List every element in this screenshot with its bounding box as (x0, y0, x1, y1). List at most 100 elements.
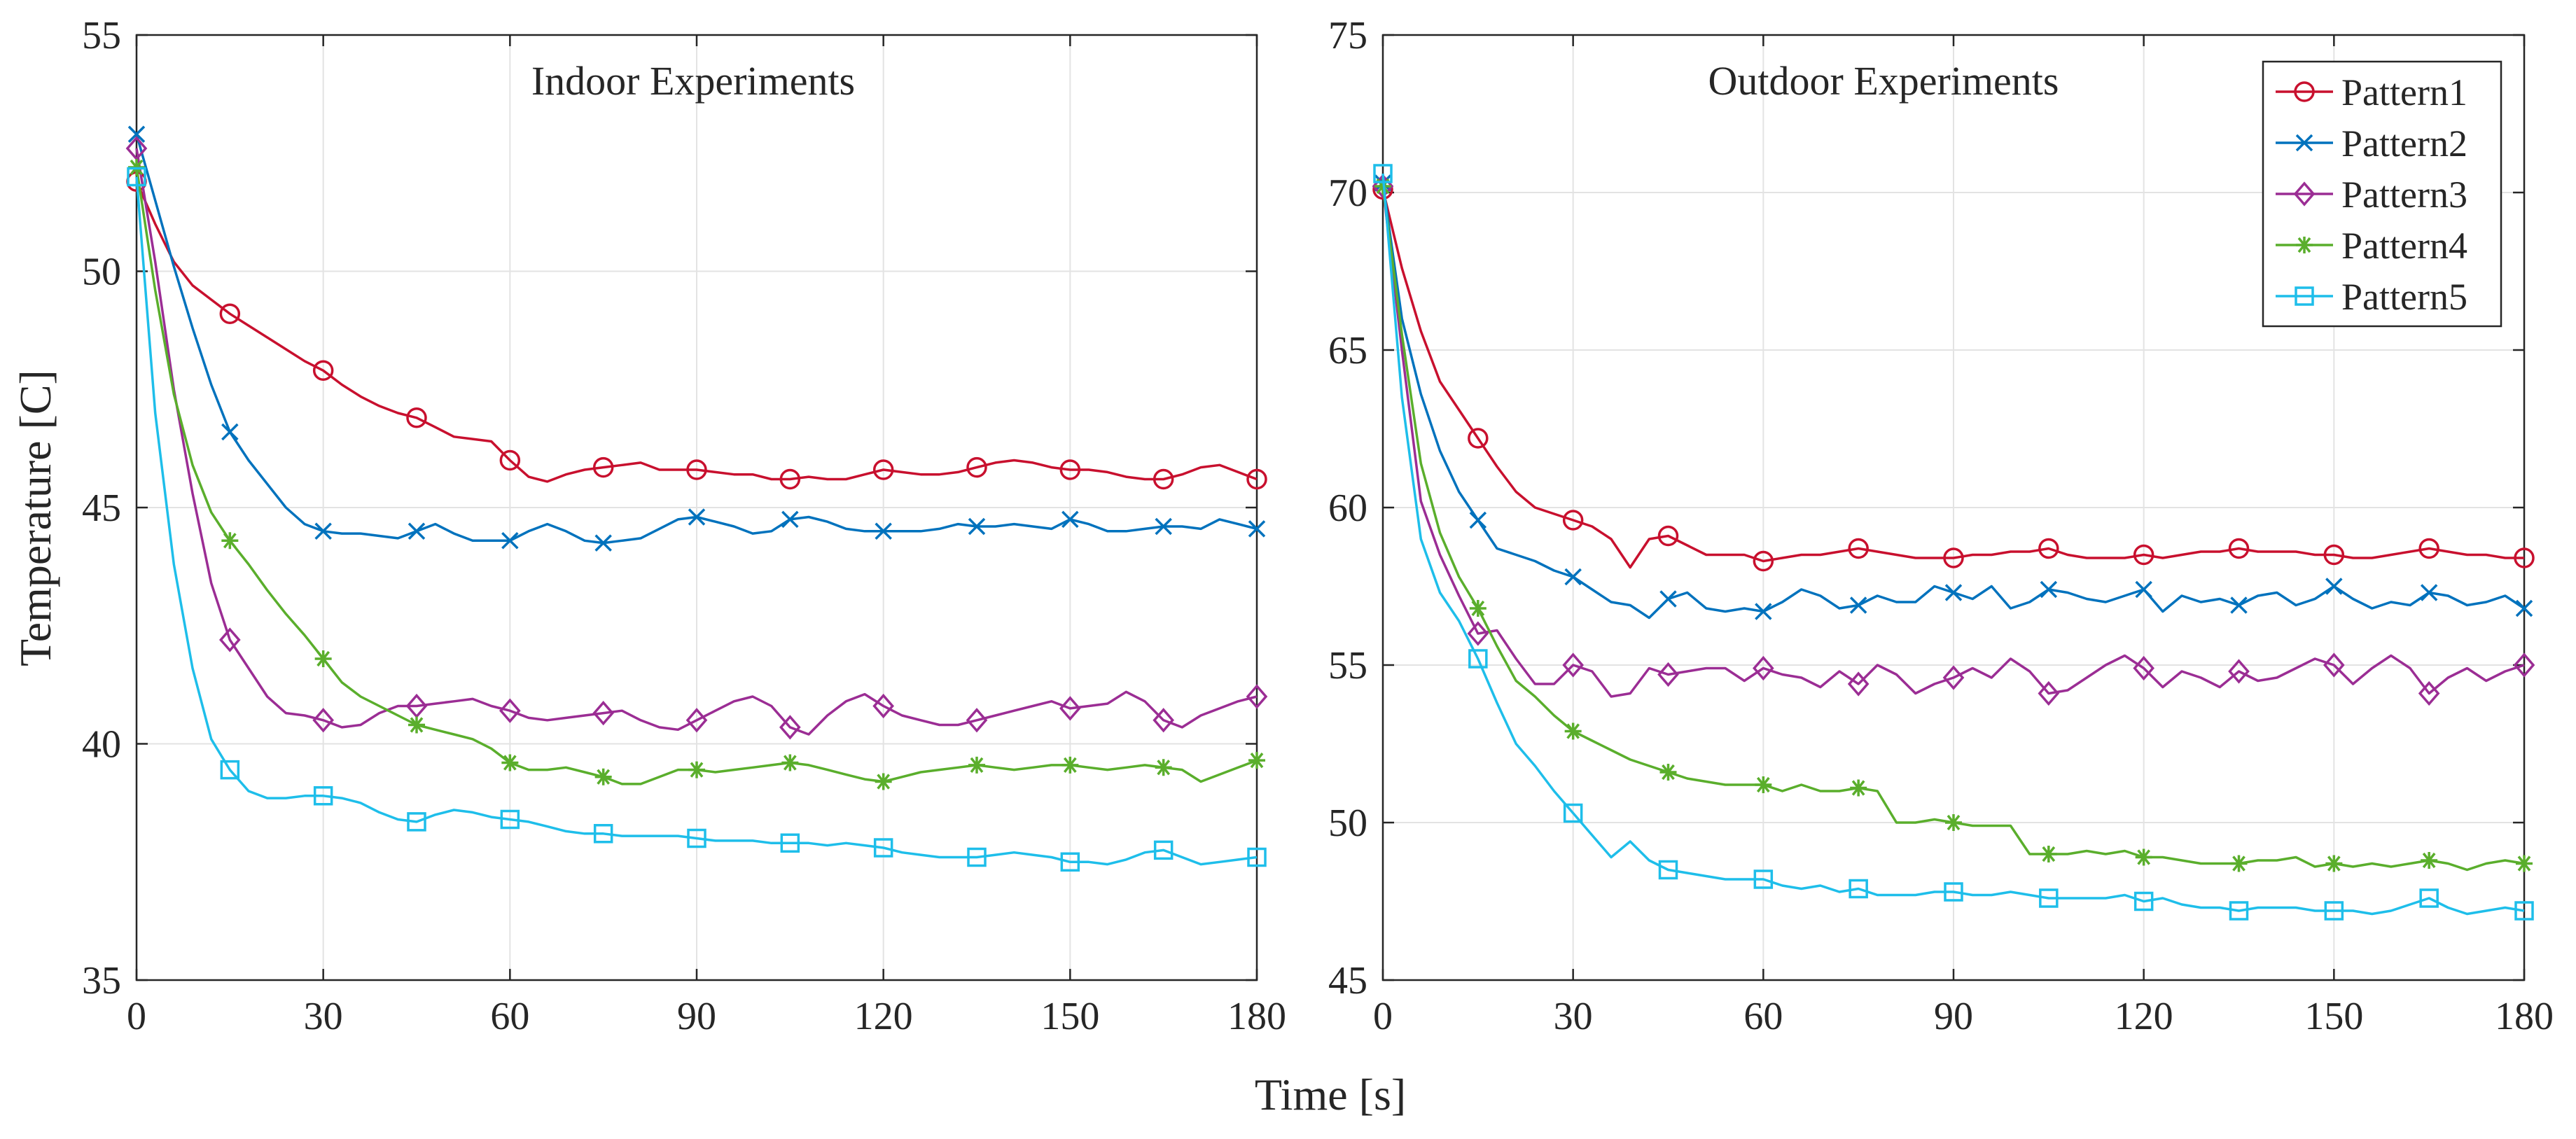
indoor-point-pattern1 (312, 360, 334, 381)
indoor-x-tick-label: 30 (304, 995, 343, 1038)
indoor-point-pattern5 (220, 760, 240, 780)
outdoor-point-pattern1 (2514, 547, 2535, 568)
indoor-point-pattern3 (219, 627, 241, 652)
outdoor-point-pattern1 (1943, 547, 1964, 568)
indoor-point-pattern5 (593, 824, 613, 844)
outdoor-point-pattern4 (2325, 855, 2343, 872)
outdoor-point-pattern3 (2228, 659, 2250, 684)
outdoor-y-tick-label: 75 (1328, 14, 1367, 57)
indoor-chart-title: Indoor Experiments (531, 58, 855, 104)
outdoor-x-tick-label: 150 (2304, 995, 2363, 1038)
outdoor-ticks: 0 30 60 90 120 150 180 45 50 55 60 65 70 75 (1328, 14, 2554, 1038)
indoor-point-pattern2 (875, 522, 892, 540)
indoor-point-pattern1 (406, 407, 427, 428)
indoor-point-pattern1 (499, 449, 521, 471)
indoor-point-pattern1 (872, 459, 894, 480)
outdoor-point-pattern3 (2133, 655, 2154, 681)
legend-swatch-marker (2293, 181, 2316, 207)
indoor-y-tick-label: 35 (82, 959, 121, 1002)
indoor-series-pattern5 (127, 167, 1267, 872)
indoor-point-pattern2 (127, 125, 146, 143)
indoor-point-pattern3 (872, 693, 894, 719)
legend-label: Pattern1 (2341, 71, 2467, 113)
outdoor-point-pattern5 (1373, 164, 1393, 183)
outdoor-point-pattern2 (1469, 511, 1487, 529)
outdoor-point-pattern1 (1657, 525, 1679, 547)
indoor-ticks: 0 30 60 90 120 150 180 35 40 45 50 55 (82, 14, 1286, 1038)
outdoor-x-tick-label: 60 (1743, 995, 1783, 1038)
indoor-point-pattern2 (1248, 520, 1266, 538)
indoor-point-pattern4 (1248, 752, 1265, 769)
outdoor-point-pattern3 (2513, 652, 2535, 678)
indoor-point-pattern3 (779, 715, 801, 740)
outdoor-point-pattern2 (2420, 584, 2438, 601)
legend-entry-pattern3: Pattern3 (2276, 174, 2467, 216)
outdoor-y-tick-label: 50 (1328, 802, 1367, 845)
indoor-point-pattern5 (1153, 840, 1174, 860)
indoor-point-pattern1 (779, 468, 801, 490)
outdoor-series (1372, 164, 2535, 921)
indoor-point-pattern3 (685, 708, 708, 733)
indoor-point-pattern1 (592, 456, 614, 478)
y-axis-label: Temperature [C] (11, 370, 60, 666)
indoor-point-pattern4 (781, 754, 799, 771)
indoor-point-pattern4 (688, 761, 705, 778)
outdoor-point-pattern1 (1753, 550, 1774, 572)
outdoor-line-pattern3 (1381, 186, 2525, 698)
outdoor-point-pattern1 (2038, 538, 2059, 559)
outdoor-y-tick-label: 60 (1328, 487, 1367, 530)
indoor-point-pattern2 (968, 517, 986, 536)
indoor-point-pattern3 (1246, 684, 1268, 709)
indoor-series-pattern4 (128, 159, 1265, 790)
outdoor-point-pattern4 (1850, 779, 1867, 797)
indoor-line-pattern1 (135, 181, 1258, 483)
outdoor-line-pattern1 (1381, 189, 2524, 569)
legend-entry-pattern2: Pattern2 (2276, 123, 2467, 165)
outdoor-point-pattern3 (2418, 680, 2440, 706)
indoor-point-pattern4 (968, 756, 985, 774)
indoor-point-pattern3 (312, 708, 334, 733)
outdoor-point-pattern1 (1562, 510, 1584, 531)
legend-entry-pattern5: Pattern5 (2276, 276, 2467, 318)
indoor-point-pattern4 (221, 532, 239, 550)
outdoor-chart: 0 30 60 90 120 150 180 45 50 55 60 65 70 75 Outdoor E… (1328, 14, 2554, 1038)
legend: Pattern1 Pattern2 Pattern3 Pattern4 Pattern5 (2262, 60, 2502, 328)
indoor-series-pattern2 (127, 125, 1266, 552)
legend-label: Pattern2 (2341, 123, 2467, 165)
outdoor-point-pattern4 (1659, 764, 1677, 781)
legend-swatch-marker (2296, 237, 2313, 253)
indoor-point-pattern4 (501, 754, 519, 771)
indoor-point-pattern4 (1155, 759, 1172, 776)
outdoor-point-pattern2 (1944, 584, 1963, 601)
indoor-point-pattern5 (1247, 847, 1267, 867)
outdoor-point-pattern4 (1945, 814, 1962, 831)
outdoor-x-tick-label: 180 (2495, 995, 2554, 1038)
outdoor-point-pattern4 (2040, 846, 2057, 862)
indoor-point-pattern5 (407, 812, 426, 832)
outdoor-point-pattern1 (2418, 538, 2439, 559)
outdoor-x-tick-label: 90 (1934, 995, 1973, 1038)
outdoor-point-pattern5 (1468, 649, 1488, 669)
indoor-point-pattern2 (408, 522, 426, 540)
indoor-x-tick-label: 150 (1040, 995, 1099, 1038)
indoor-point-pattern3 (1153, 708, 1174, 733)
outdoor-series-pattern2 (1374, 174, 2533, 620)
outdoor-chart-title: Outdoor Experiments (1708, 58, 2059, 104)
indoor-point-pattern1 (966, 456, 987, 478)
outdoor-point-pattern4 (2135, 848, 2152, 866)
legend-entry-pattern4: Pattern4 (2276, 225, 2467, 267)
outdoor-point-pattern4 (2230, 855, 2248, 872)
outdoor-point-pattern2 (1564, 568, 1582, 586)
outdoor-x-tick-label: 0 (1373, 995, 1393, 1038)
indoor-y-tick-label: 55 (82, 14, 121, 57)
outdoor-point-pattern3 (2323, 652, 2345, 678)
outdoor-point-pattern4 (1469, 600, 1487, 617)
legend-swatch-marker (2294, 81, 2315, 102)
outdoor-point-pattern5 (1563, 803, 1583, 823)
outdoor-point-pattern2 (2230, 596, 2248, 614)
indoor-point-pattern2 (594, 534, 612, 552)
indoor-point-pattern5 (1060, 852, 1080, 872)
outdoor-y-tick-label: 45 (1328, 959, 1367, 1002)
outdoor-point-pattern4 (1755, 776, 1772, 793)
indoor-x-tick-label: 120 (854, 995, 913, 1038)
